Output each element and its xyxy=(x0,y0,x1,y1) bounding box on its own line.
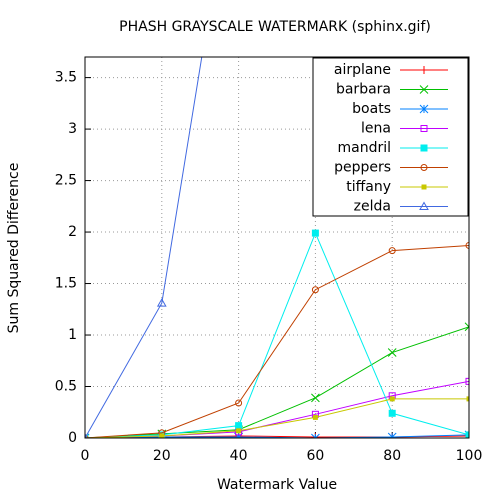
marker xyxy=(388,409,396,417)
chart-title: PHASH GRAYSCALE WATERMARK (sphinx.gif) xyxy=(119,19,431,35)
legend-label: peppers xyxy=(334,160,391,176)
marker xyxy=(387,348,397,357)
x-tick-label: 20 xyxy=(153,448,171,464)
marker xyxy=(419,104,429,114)
legend-label: boats xyxy=(352,101,391,117)
series-line xyxy=(85,326,469,438)
x-axis-label: Watermark Value xyxy=(217,477,337,493)
marker xyxy=(465,431,469,438)
x-tick-label: 80 xyxy=(383,448,401,464)
y-tick-label: 0.5 xyxy=(55,379,77,395)
y-tick-label: 1.5 xyxy=(55,276,77,292)
legend-label: lena xyxy=(361,121,391,137)
marker xyxy=(466,396,469,402)
legend: airplane barbara boats lena mandril peppers ti… xyxy=(312,57,469,217)
marker xyxy=(235,422,243,430)
marker xyxy=(388,247,396,255)
marker xyxy=(235,399,243,407)
marker xyxy=(465,377,469,385)
marker xyxy=(420,125,428,132)
plot-frame xyxy=(84,56,470,439)
marker xyxy=(420,144,428,152)
series-line xyxy=(85,398,469,438)
marker xyxy=(311,229,319,237)
legend-box xyxy=(312,57,469,217)
marker xyxy=(311,286,319,294)
y-tick-label: 2.5 xyxy=(55,173,77,189)
marker xyxy=(419,201,429,210)
y-axis-label: Sum Squared Difference xyxy=(6,163,22,334)
y-tick-label: 3 xyxy=(68,121,77,137)
series-line xyxy=(85,244,469,438)
x-tick-label: 60 xyxy=(306,448,324,464)
plot-area xyxy=(85,57,469,438)
marker xyxy=(420,164,428,171)
legend-label: barbara xyxy=(336,82,391,98)
y-tick-label: 3.5 xyxy=(55,70,77,86)
marker xyxy=(159,433,165,438)
y-tick-label: 1 xyxy=(68,327,77,343)
x-tick-label: 0 xyxy=(81,448,90,464)
y-tick-label: 2 xyxy=(68,224,77,240)
legend-label: zelda xyxy=(354,199,391,215)
x-tick-label: 40 xyxy=(230,448,248,464)
legend-label: mandril xyxy=(337,140,391,156)
x-tick-label: 100 xyxy=(456,448,483,464)
series-line xyxy=(85,380,469,438)
marker xyxy=(389,396,395,402)
marker xyxy=(234,432,243,438)
marker xyxy=(421,184,427,190)
marker xyxy=(465,241,469,249)
legend-label: airplane xyxy=(334,62,391,78)
marker xyxy=(464,322,469,332)
marker xyxy=(420,66,428,74)
marker xyxy=(311,393,320,403)
marker xyxy=(156,298,167,307)
marker xyxy=(419,85,429,94)
series-line xyxy=(85,434,469,438)
series-line xyxy=(85,231,469,438)
y-tick-label: 0 xyxy=(68,430,77,446)
series-line xyxy=(85,57,203,438)
marker xyxy=(387,432,397,438)
legend-label: tiffany xyxy=(346,179,391,195)
marker xyxy=(312,414,318,420)
marker xyxy=(236,428,242,434)
